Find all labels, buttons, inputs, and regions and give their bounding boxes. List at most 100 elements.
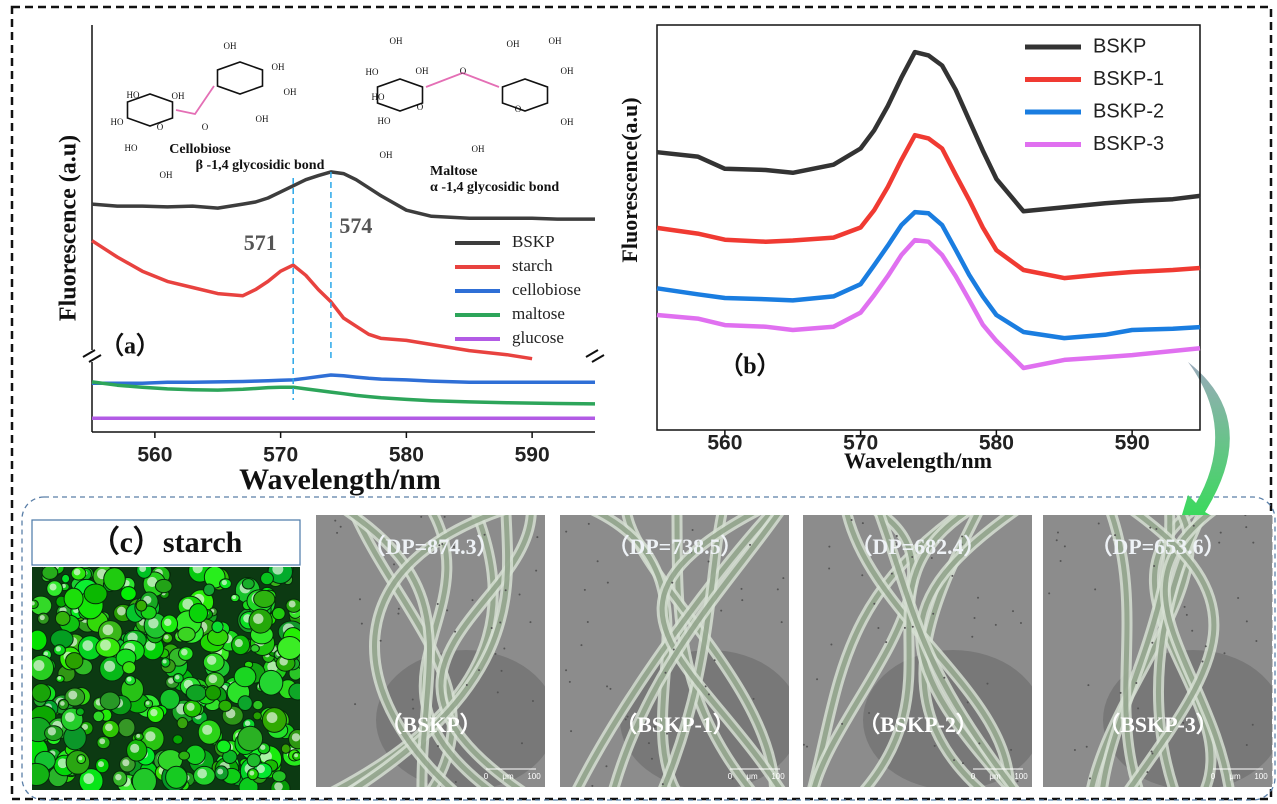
debris bbox=[466, 684, 468, 686]
debris bbox=[1186, 614, 1188, 616]
atom-label: OH bbox=[272, 62, 285, 72]
debris bbox=[720, 610, 722, 612]
debris bbox=[962, 762, 964, 764]
sample-label: （BSKP） bbox=[380, 712, 481, 737]
debris bbox=[671, 582, 673, 584]
granule-highlight bbox=[83, 773, 94, 784]
atom-label: OH bbox=[284, 87, 297, 97]
debris bbox=[651, 758, 653, 760]
debris bbox=[673, 648, 675, 650]
debris bbox=[497, 691, 499, 693]
debris bbox=[1252, 542, 1254, 544]
debris bbox=[862, 522, 864, 524]
debris bbox=[861, 574, 863, 576]
legend-label: glucose bbox=[512, 328, 564, 347]
debris bbox=[665, 672, 667, 674]
debris bbox=[478, 669, 480, 671]
debris bbox=[420, 516, 422, 518]
starch-granule bbox=[259, 670, 283, 695]
atom-label: OH bbox=[256, 114, 269, 124]
data-line bbox=[657, 135, 1200, 278]
y-axis-label: Fluorescence(a.u) bbox=[617, 97, 642, 262]
legend-label: BSKP bbox=[512, 232, 555, 251]
debris bbox=[1086, 746, 1088, 748]
granule-highlight bbox=[40, 615, 45, 620]
granule-highlight bbox=[274, 782, 283, 791]
debris bbox=[705, 685, 707, 687]
granule-highlight bbox=[232, 595, 236, 599]
sample-label: （BSKP-3） bbox=[1098, 712, 1218, 737]
starch-granule bbox=[212, 621, 223, 633]
granule-highlight bbox=[292, 733, 300, 741]
debris bbox=[777, 588, 779, 590]
starch-granule bbox=[219, 700, 232, 711]
debris bbox=[340, 526, 342, 528]
debris bbox=[532, 700, 534, 702]
granule-highlight bbox=[78, 756, 82, 760]
debris bbox=[1246, 620, 1248, 622]
debris bbox=[741, 588, 743, 590]
granule-highlight bbox=[235, 639, 243, 647]
debris bbox=[782, 577, 784, 579]
debris bbox=[662, 783, 664, 785]
debris bbox=[995, 624, 997, 626]
scale-label: 0 bbox=[484, 772, 489, 781]
starch-granule bbox=[179, 751, 190, 760]
debris bbox=[334, 520, 336, 522]
debris bbox=[1064, 545, 1066, 547]
sugar-ring bbox=[503, 79, 548, 111]
legend-label: BSKP-1 bbox=[1093, 68, 1164, 90]
granule-highlight bbox=[163, 660, 167, 664]
granule-highlight bbox=[217, 769, 223, 775]
granule-highlight bbox=[164, 635, 169, 640]
debris bbox=[412, 708, 414, 710]
debris bbox=[535, 570, 537, 572]
granule-highlight bbox=[267, 712, 278, 723]
debris bbox=[741, 599, 743, 601]
granule-highlight bbox=[164, 619, 171, 626]
starch-granule bbox=[93, 711, 104, 722]
debris bbox=[841, 723, 843, 725]
legend-label: BSKP-2 bbox=[1093, 100, 1164, 122]
atom-label: OH bbox=[472, 144, 485, 154]
granule-highlight bbox=[31, 601, 35, 605]
starch-granule bbox=[238, 726, 263, 751]
granule-highlight bbox=[207, 656, 216, 665]
scale-label: μm bbox=[1229, 772, 1241, 781]
structure-name: Cellobiose bbox=[169, 142, 230, 157]
scale-label: 0 bbox=[728, 772, 733, 781]
debris bbox=[873, 603, 875, 605]
debris bbox=[1120, 692, 1122, 694]
debris bbox=[597, 560, 599, 562]
legend-label: BSKP-3 bbox=[1093, 133, 1164, 155]
debris bbox=[977, 597, 979, 599]
debris bbox=[932, 613, 934, 615]
figure: 560570580590Wavelength/nmFluorescence (a… bbox=[0, 0, 1277, 804]
debris bbox=[1191, 630, 1193, 632]
starch-granule bbox=[64, 588, 83, 609]
debris bbox=[1074, 749, 1076, 751]
debris bbox=[1146, 771, 1148, 773]
granule-highlight bbox=[104, 661, 115, 672]
debris bbox=[967, 701, 969, 703]
atom-label: O bbox=[202, 122, 209, 132]
x-tick-label: 560 bbox=[707, 432, 742, 455]
starch-granule bbox=[121, 587, 136, 601]
dp-label: （DP=682.4） bbox=[850, 534, 985, 559]
debris bbox=[499, 621, 501, 623]
granule-highlight bbox=[253, 614, 263, 624]
starch-granule bbox=[189, 604, 207, 623]
atom-label: OH bbox=[172, 91, 185, 101]
starch-granule bbox=[23, 763, 49, 785]
sample-label: （BSKP-2） bbox=[858, 712, 978, 737]
granule-highlight bbox=[187, 703, 195, 711]
starch-granule bbox=[132, 768, 156, 794]
x-axis-label: Wavelength/nm bbox=[844, 448, 992, 473]
debris bbox=[591, 785, 593, 787]
dp-label: （DP=874.3） bbox=[363, 534, 498, 559]
debris bbox=[953, 759, 955, 761]
debris bbox=[1151, 751, 1153, 753]
scale-label: μm bbox=[502, 772, 514, 781]
scale-label: 100 bbox=[1014, 772, 1028, 781]
